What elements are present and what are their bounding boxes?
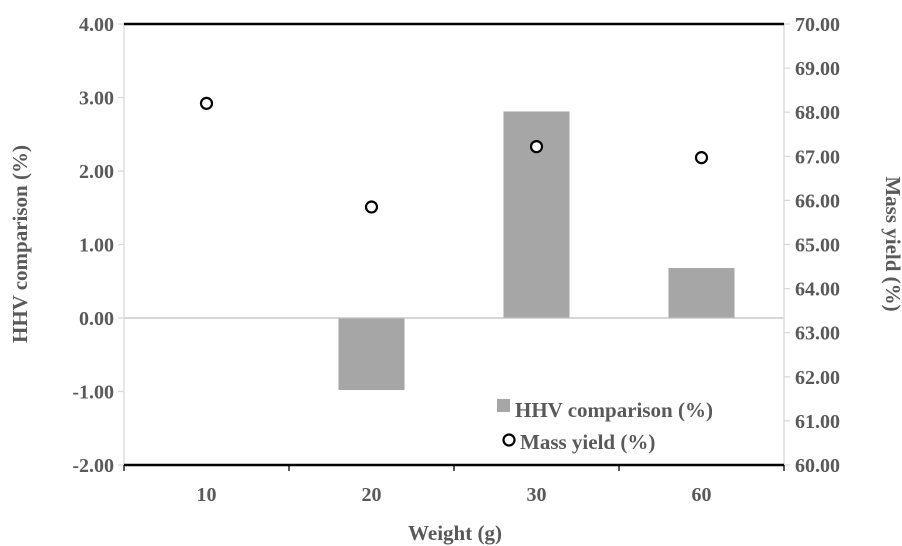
y-right-tick-label: 61.00 (795, 411, 840, 433)
y-right-tick-label: 62.00 (795, 367, 840, 389)
marker-mass-yield-20 (364, 200, 379, 214)
y-right-axis-title: Mass yield (%) (881, 176, 902, 311)
y-left-tick-label: -2.00 (72, 455, 114, 477)
y-right-tick-label: 60.00 (795, 455, 840, 477)
y-right-tick-label: 66.00 (795, 190, 840, 212)
y-left-tick-label: 1.00 (79, 235, 114, 257)
markers-group (199, 96, 709, 214)
y-right-ticks-group: 60.00 61.00 62.00 63.00 64.00 65.00 66.00 67.00… (784, 14, 840, 477)
y-right-tick-label: 65.00 (795, 235, 840, 257)
x-axis-title: Weight (g) (408, 521, 502, 545)
x-tick-label: 30 (527, 484, 547, 506)
marker-mass-yield-60 (694, 151, 709, 165)
y-right-tick-label: 70.00 (795, 14, 840, 36)
legend-label-hhv: HHV comparison (%) (515, 398, 713, 422)
y-left-ticks-group: -2.00 -1.00 0.00 1.00 2.00 3.00 4.00 (72, 14, 124, 477)
y-right-tick-label: 67.00 (795, 146, 840, 168)
bar-hhv-20 (338, 318, 405, 391)
y-left-tick-label: 0.00 (79, 308, 114, 330)
x-tick-label: 60 (692, 484, 712, 506)
y-right-tick-label: 63.00 (795, 323, 840, 345)
y-right-tick-label: 69.00 (795, 58, 840, 80)
y-left-tick-label: 3.00 (79, 88, 114, 110)
y-right-tick-label: 64.00 (795, 279, 840, 301)
legend-label-mass-yield: Mass yield (%) (520, 430, 655, 454)
legend-swatch-hhv (497, 399, 510, 412)
y-right-tick-label: 68.00 (795, 102, 840, 124)
legend: HHV comparison (%) Mass yield (%) (497, 398, 713, 454)
bar-hhv-60 (668, 268, 735, 318)
marker-mass-yield-30 (529, 139, 544, 154)
x-tick-label: 10 (197, 484, 217, 506)
y-left-axis-title: HHV comparison (%) (8, 145, 32, 343)
x-ticks-group: 10 20 30 60 (123, 465, 785, 506)
x-tick-label: 20 (362, 484, 382, 506)
marker-mass-yield-10 (199, 96, 214, 110)
bars-group (338, 111, 735, 391)
y-left-tick-label: 2.00 (79, 161, 114, 183)
y-left-tick-label: -1.00 (72, 382, 114, 404)
y-left-tick-label: 4.00 (79, 14, 114, 36)
legend-marker-mass-yield (502, 433, 516, 447)
